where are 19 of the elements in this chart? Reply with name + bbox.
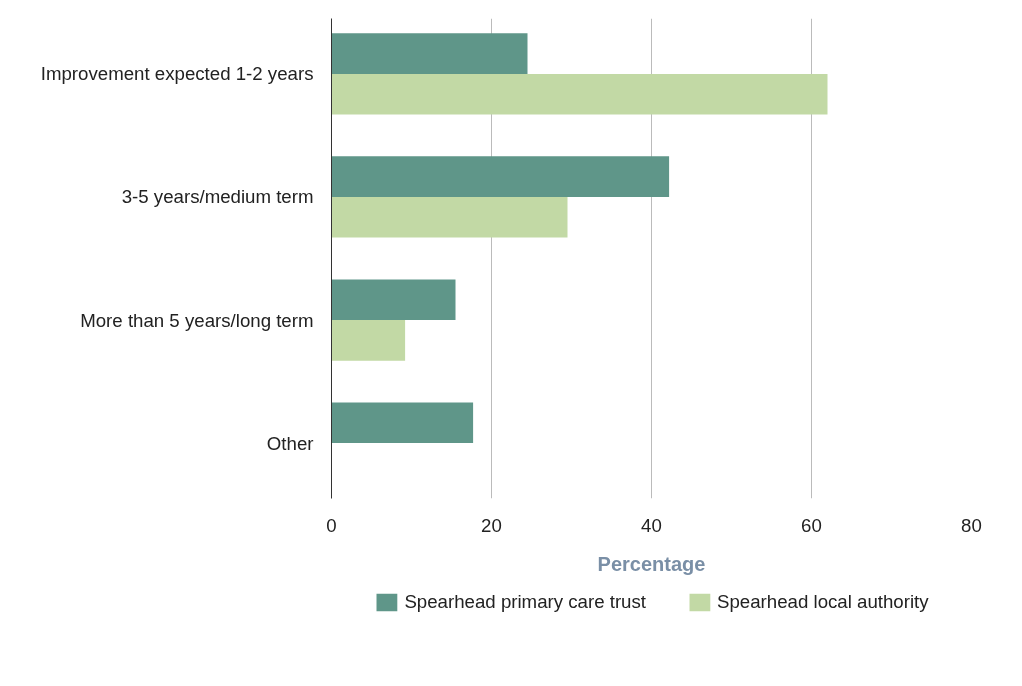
x-tick-label: 80 bbox=[961, 514, 982, 536]
y-tick-label: More than 5 years/long term bbox=[80, 309, 314, 331]
x-tick-label: 20 bbox=[481, 514, 502, 536]
x-tick-label: 0 bbox=[326, 514, 337, 536]
bar bbox=[331, 320, 406, 361]
bar bbox=[331, 196, 568, 238]
y-tick-label: Improvement expected 1-2 years bbox=[40, 63, 314, 85]
bar bbox=[331, 73, 828, 115]
y-tick-label: Other bbox=[266, 432, 314, 454]
bar bbox=[331, 33, 528, 74]
bar bbox=[331, 402, 474, 444]
bar bbox=[331, 156, 670, 197]
bar bbox=[331, 279, 456, 321]
legend-label: Spearhead primary care trust bbox=[404, 591, 647, 613]
x-tick-label: 40 bbox=[641, 514, 662, 536]
y-tick-label: 3-5 years/medium term bbox=[121, 186, 314, 208]
legend-label: Spearhead local authority bbox=[717, 591, 929, 613]
x-axis-title: Percentage bbox=[597, 552, 706, 575]
x-tick-label: 60 bbox=[801, 514, 822, 536]
